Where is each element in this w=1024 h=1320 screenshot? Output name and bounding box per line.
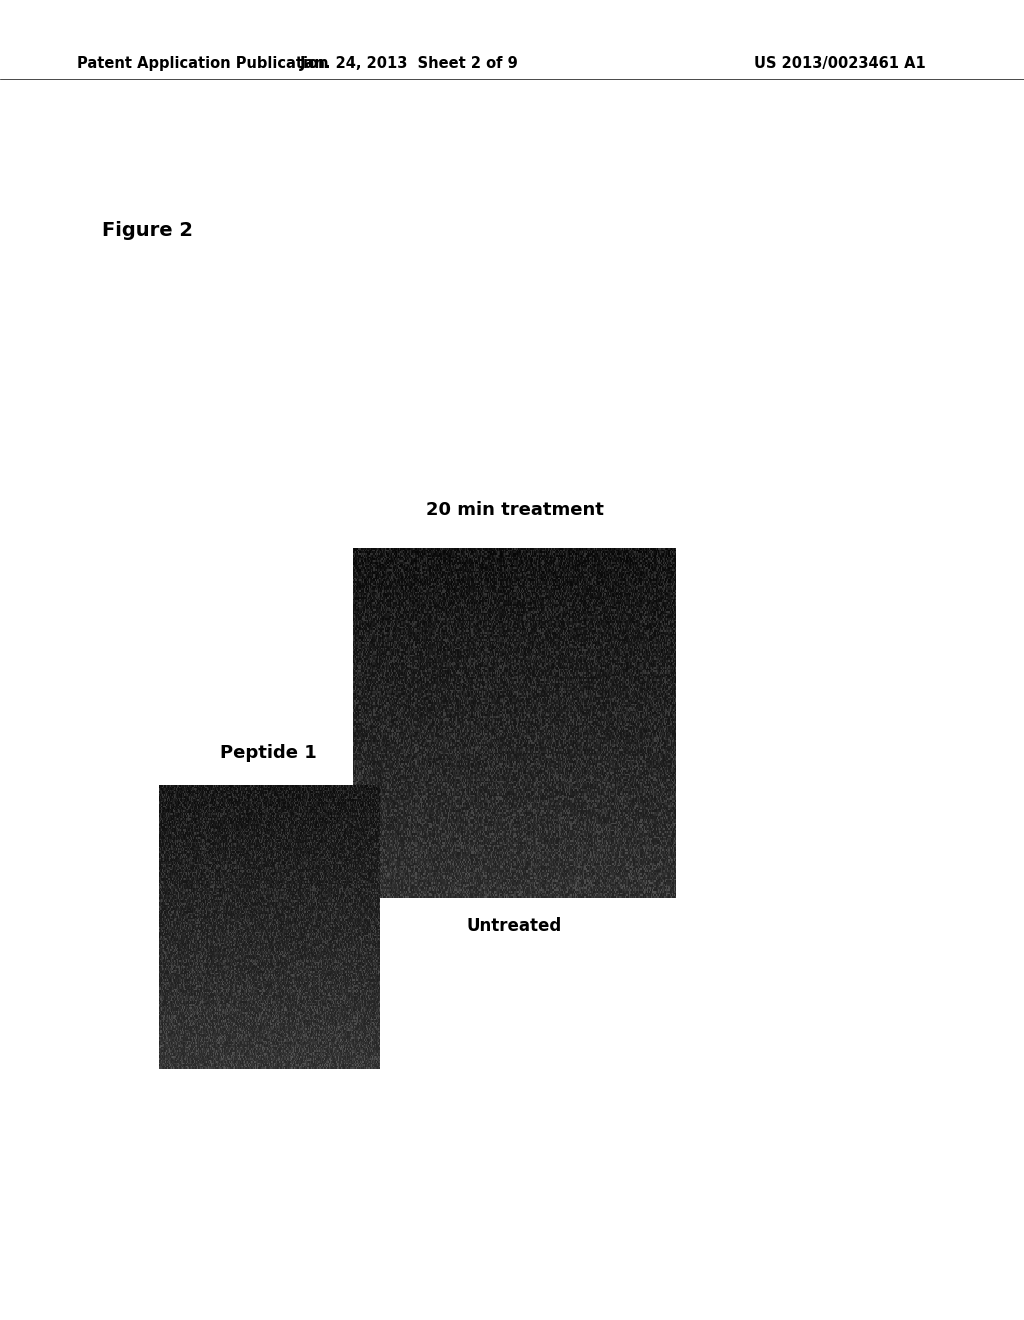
Text: US 2013/0023461 A1: US 2013/0023461 A1 bbox=[754, 55, 926, 71]
Text: Peptide 1: Peptide 1 bbox=[220, 743, 317, 762]
Text: 20 min treatment: 20 min treatment bbox=[426, 500, 603, 519]
Text: Patent Application Publication: Patent Application Publication bbox=[77, 55, 329, 71]
Text: Untreated: Untreated bbox=[467, 917, 562, 936]
Text: Figure 2: Figure 2 bbox=[102, 222, 194, 240]
Text: Jan. 24, 2013  Sheet 2 of 9: Jan. 24, 2013 Sheet 2 of 9 bbox=[300, 55, 519, 71]
